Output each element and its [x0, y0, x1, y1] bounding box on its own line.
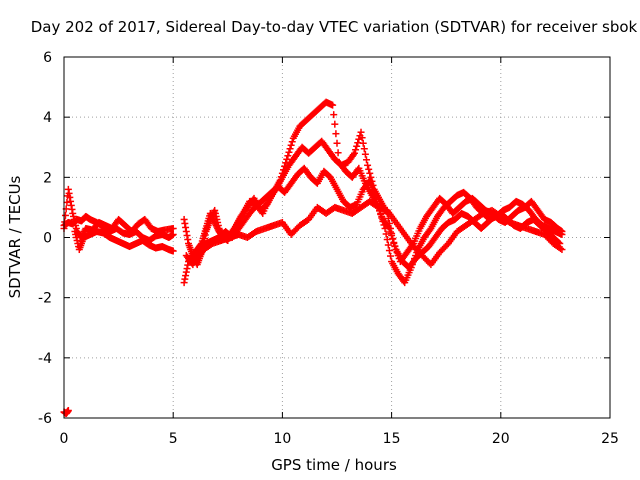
chart-title: Day 202 of 2017, Sidereal Day-to-day VTE…	[31, 18, 638, 36]
x-tick-label: 25	[601, 431, 619, 447]
data-point	[360, 145, 368, 153]
y-tick-label: 4	[43, 110, 52, 126]
data-point	[358, 134, 366, 142]
data-point	[283, 155, 291, 163]
data-point	[357, 128, 365, 136]
data-point	[366, 169, 374, 177]
data-point	[391, 242, 399, 250]
y-tick-label: -2	[38, 291, 52, 307]
data-point	[169, 230, 177, 238]
data-point	[349, 151, 357, 159]
data-point	[385, 224, 393, 232]
data-point	[366, 176, 374, 184]
data-point	[388, 231, 396, 239]
data-points	[60, 98, 566, 417]
data-point	[63, 198, 71, 206]
data-point	[367, 180, 375, 188]
x-tick-label: 10	[273, 431, 291, 447]
y-axis-label: SDTVAR / TECUs	[6, 175, 24, 298]
data-point	[288, 138, 296, 146]
y-tick-label: -6	[38, 411, 52, 427]
data-point	[169, 247, 177, 255]
series-track-g	[191, 197, 566, 269]
data-point	[329, 101, 337, 109]
data-point	[368, 183, 376, 191]
data-point	[61, 211, 69, 219]
x-tick-label: 0	[60, 431, 69, 447]
data-point	[169, 224, 177, 232]
data-point	[390, 239, 398, 247]
data-point	[556, 245, 564, 253]
x-tick-label: 5	[169, 431, 178, 447]
data-point	[284, 152, 292, 160]
data-point	[287, 141, 295, 149]
data-point	[558, 227, 566, 235]
data-point	[353, 142, 361, 150]
data-point	[64, 406, 72, 414]
data-point	[389, 235, 397, 243]
data-point	[365, 165, 373, 173]
y-tick-label: 0	[43, 231, 52, 247]
data-point	[361, 150, 369, 158]
data-point	[370, 190, 378, 198]
data-point	[362, 156, 370, 164]
data-point	[333, 139, 341, 147]
data-point	[334, 149, 342, 157]
y-tick-label: -4	[38, 351, 52, 367]
data-point	[371, 194, 379, 202]
series-outlier	[60, 406, 72, 417]
data-point	[384, 223, 392, 231]
data-point	[359, 139, 367, 147]
y-tick-label: 6	[43, 50, 52, 66]
data-point	[385, 247, 393, 255]
data-point	[364, 161, 372, 169]
data-point	[355, 135, 363, 143]
data-point	[387, 228, 395, 236]
data-point	[286, 145, 294, 153]
data-point	[332, 130, 340, 138]
data-point	[443, 241, 451, 249]
data-point	[61, 218, 69, 226]
x-tick-label: 20	[492, 431, 510, 447]
data-point	[352, 146, 360, 154]
y-tick-label: 2	[43, 170, 52, 186]
data-point	[369, 187, 377, 195]
data-point	[331, 120, 339, 128]
data-point	[330, 111, 338, 119]
series-track-c	[71, 227, 177, 255]
x-tick-label: 15	[383, 431, 401, 447]
data-point	[285, 148, 293, 156]
data-point	[384, 241, 392, 249]
axis-ticks: 0 5 10 15 20 25 -6 -4 -2 0 2 4 6	[38, 50, 619, 447]
data-point	[350, 149, 358, 157]
data-point	[387, 252, 395, 260]
data-point	[558, 246, 566, 254]
data-point	[426, 226, 434, 234]
x-axis-label: GPS time / hours	[271, 456, 397, 474]
